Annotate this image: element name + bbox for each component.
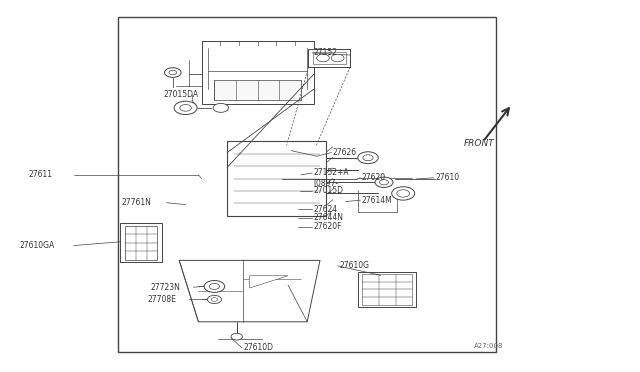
Text: [0897-: [0897-	[314, 178, 339, 187]
Text: 27624: 27624	[314, 205, 338, 214]
Text: A27:008: A27:008	[474, 343, 503, 349]
Bar	[358, 272, 416, 307]
Circle shape	[164, 68, 181, 77]
Circle shape	[392, 187, 415, 200]
Bar	[125, 226, 157, 260]
Text: 27761N: 27761N	[122, 198, 152, 207]
Bar	[214, 80, 301, 100]
Text: 27723N: 27723N	[150, 283, 180, 292]
Circle shape	[375, 177, 393, 187]
Text: 27614M: 27614M	[362, 196, 392, 205]
Text: 27015DA: 27015DA	[163, 90, 198, 99]
Text: 27626: 27626	[333, 148, 357, 157]
Text: 27610D: 27610D	[243, 343, 273, 352]
Circle shape	[317, 54, 330, 62]
Bar	[202, 41, 314, 104]
Text: 27152: 27152	[314, 48, 338, 57]
Bar	[227, 141, 326, 216]
Bar	[313, 52, 346, 64]
Circle shape	[207, 295, 221, 304]
Text: FRONT: FRONT	[464, 139, 495, 148]
Circle shape	[231, 333, 243, 340]
Text: 27708E: 27708E	[147, 295, 176, 304]
Circle shape	[169, 70, 177, 75]
Text: 27152+A: 27152+A	[314, 169, 349, 177]
Circle shape	[363, 155, 373, 161]
Text: 27611: 27611	[29, 170, 52, 179]
Text: 27015D: 27015D	[314, 186, 344, 195]
Bar	[362, 274, 412, 305]
Bar	[118, 17, 496, 352]
Polygon shape	[250, 276, 288, 288]
Text: 27620: 27620	[362, 173, 386, 182]
Circle shape	[174, 101, 197, 115]
Text: 27620F: 27620F	[314, 222, 342, 231]
Circle shape	[204, 280, 225, 292]
Text: 27610: 27610	[435, 173, 460, 182]
Polygon shape	[179, 260, 320, 322]
Circle shape	[180, 105, 191, 111]
Text: 27610G: 27610G	[339, 262, 369, 270]
Bar	[120, 223, 162, 262]
Circle shape	[332, 54, 344, 62]
Circle shape	[358, 152, 378, 164]
Circle shape	[213, 103, 228, 112]
Circle shape	[211, 298, 218, 301]
Circle shape	[209, 283, 220, 289]
Text: 27644N: 27644N	[314, 214, 344, 222]
Circle shape	[397, 190, 410, 197]
Bar	[308, 49, 350, 67]
Circle shape	[380, 180, 388, 185]
Text: 27610GA: 27610GA	[19, 241, 54, 250]
